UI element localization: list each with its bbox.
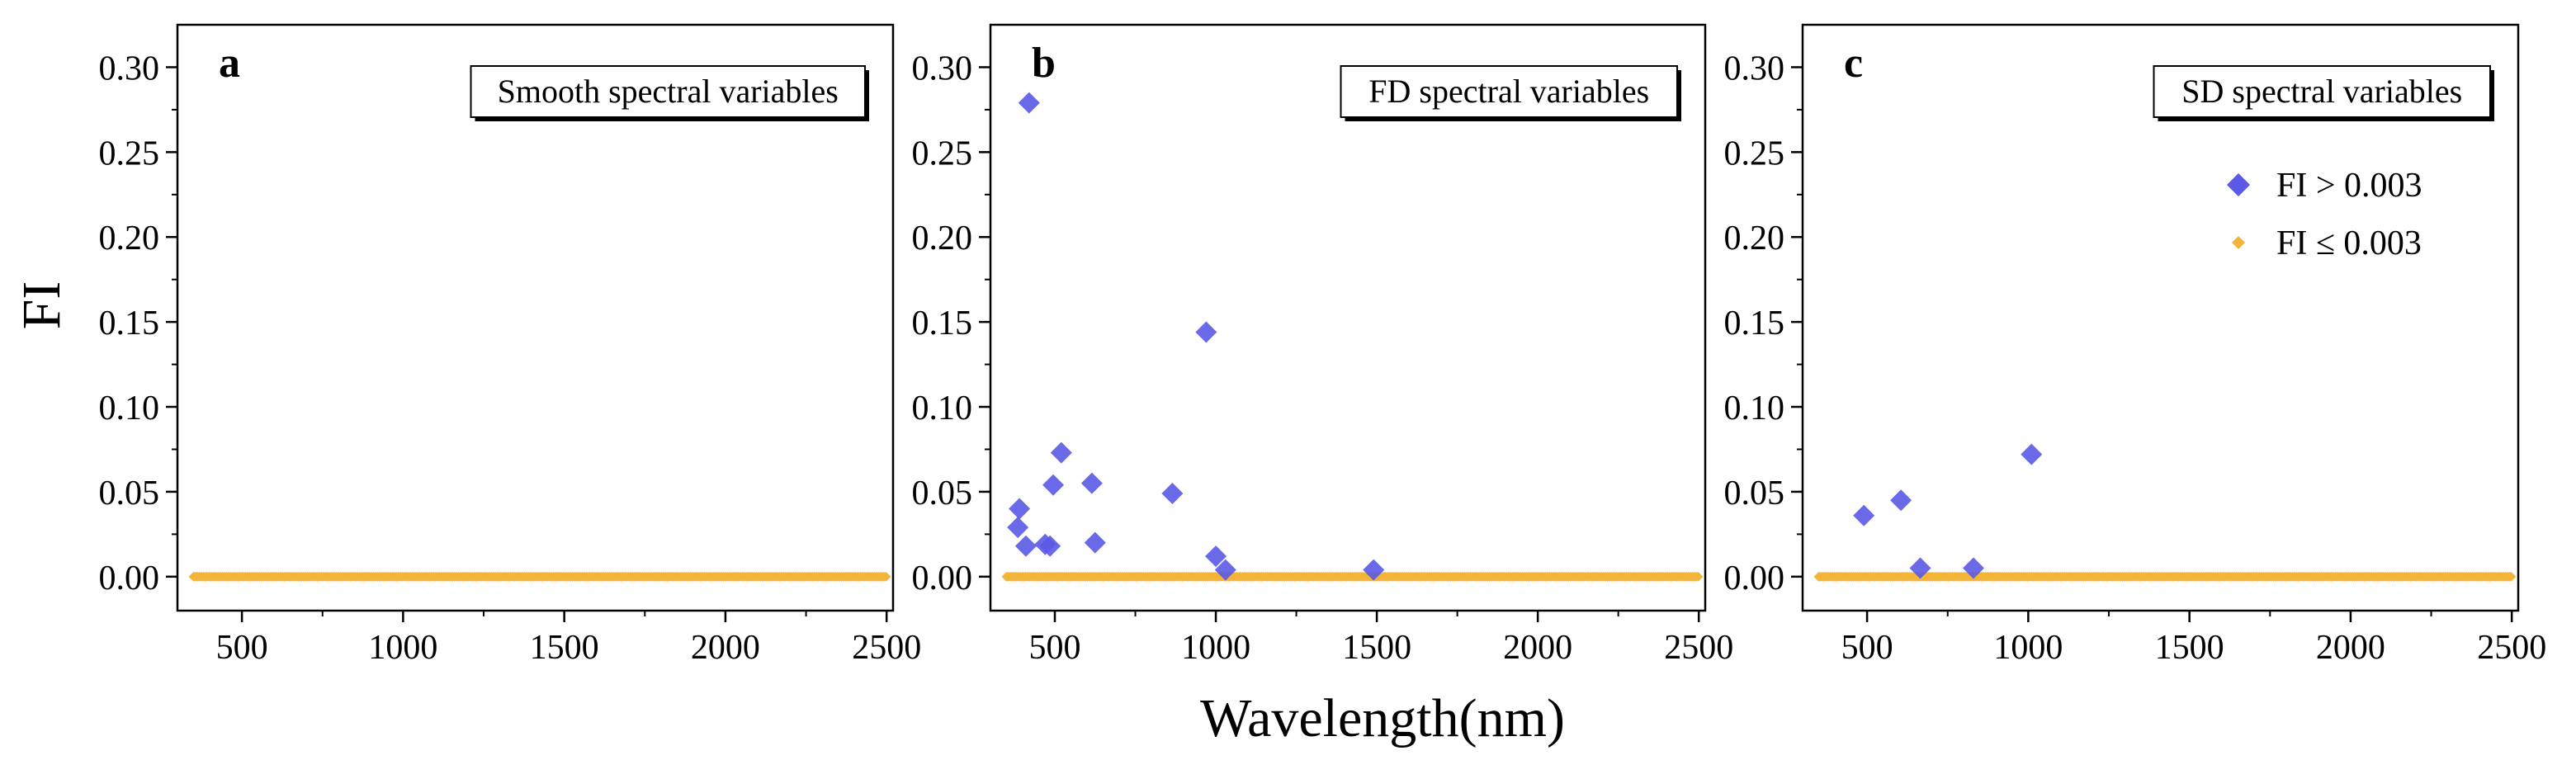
- y-tick-label: 0.10: [99, 389, 160, 427]
- panel-c: 0.00 0.05 0.10 0.15 0.20 0.25 0.30 500 1000 1500 2…: [1724, 23, 2546, 667]
- y-tick-label: 0.15: [912, 304, 973, 342]
- y-axis-title: FI: [12, 281, 72, 330]
- legend-label: FI ≤ 0.003: [2276, 224, 2422, 262]
- y-tick-label: 0.15: [1724, 304, 1785, 342]
- plot-frame: [989, 23, 1707, 612]
- high-fi-points: [1853, 443, 2043, 579]
- high-fi-point: [1039, 535, 1061, 557]
- high-fi-point: [1909, 557, 1931, 579]
- y-tick-label: 0.30: [912, 50, 973, 87]
- high-fi-point: [1195, 321, 1217, 343]
- low-fi-points: [1813, 571, 2517, 582]
- high-fi-point: [1084, 531, 1106, 554]
- high-fi-point: [2021, 443, 2043, 465]
- panels-group: 0.00 0.05 0.10 0.15 0.20 0.25 0.30 500 1000 1500 2…: [99, 23, 2546, 667]
- x-tick-label: 500: [1841, 629, 1893, 667]
- x-axis-title: Wavelength(nm): [1200, 688, 1565, 748]
- y-tick-label: 0.05: [912, 474, 973, 512]
- high-fi-point: [1214, 559, 1236, 581]
- title-box: [1340, 65, 1678, 118]
- y-tick-label: 0.15: [99, 304, 160, 342]
- x-tick-label: 500: [216, 629, 268, 667]
- x-tick-label: 2000: [2316, 629, 2385, 667]
- panel-letter: a: [219, 40, 240, 87]
- plot-frame: [1801, 23, 2520, 612]
- x-tick-label: 1000: [1993, 629, 2063, 667]
- y-tick-label: 0.20: [99, 220, 160, 257]
- x-tick-label: 2500: [852, 629, 921, 667]
- high-fi-point: [1080, 472, 1103, 494]
- legend-marker: [2227, 173, 2250, 196]
- panel-letter: c: [1844, 40, 1863, 87]
- high-fi-point: [1205, 545, 1227, 568]
- x-tick-label: 2500: [2477, 629, 2546, 667]
- plot-frame: [176, 23, 895, 612]
- high-fi-point: [1890, 489, 1912, 512]
- x-tick-label: 1000: [368, 629, 437, 667]
- x-tick-label: 2000: [691, 629, 760, 667]
- legend: FI > 0.003 FI ≤ 0.003: [2227, 167, 2422, 262]
- y-tick-label: 0.10: [912, 389, 973, 427]
- title-box: [2153, 65, 2491, 118]
- y-tick-label: 0.20: [912, 220, 973, 257]
- x-tick-label: 1500: [530, 629, 599, 667]
- high-fi-point: [1018, 92, 1040, 114]
- y-tick-label: 0.25: [912, 135, 973, 172]
- low-fi-point: [1693, 571, 1704, 582]
- high-fi-point: [1050, 441, 1072, 464]
- high-fi-point: [1042, 474, 1065, 496]
- panel-title: Smooth spectral variables: [498, 73, 839, 110]
- legend-label: FI > 0.003: [2276, 167, 2422, 205]
- y-tick-label: 0.00: [912, 559, 973, 597]
- high-fi-points: [1007, 92, 1385, 581]
- high-fi-point: [1007, 517, 1029, 539]
- y-tick-label: 0.00: [99, 559, 160, 597]
- y-tick-label: 0.30: [1724, 50, 1785, 87]
- y-tick-label: 0.05: [99, 474, 160, 512]
- y-tick-label: 0.30: [99, 50, 160, 87]
- x-tick-label: 2500: [1664, 629, 1733, 667]
- x-tick-label: 1500: [1342, 629, 1411, 667]
- high-fi-point: [1014, 535, 1037, 557]
- high-fi-point: [1363, 559, 1385, 581]
- high-fi-point: [1009, 498, 1031, 520]
- y-tick-label: 0.25: [1724, 135, 1785, 172]
- title-box: [470, 65, 866, 118]
- y-tick-label: 0.25: [99, 135, 160, 172]
- panel-letter: b: [1032, 40, 1056, 87]
- y-tick-label: 0.10: [1724, 389, 1785, 427]
- x-tick-label: 1500: [2155, 629, 2224, 667]
- x-tick-label: 500: [1029, 629, 1081, 667]
- high-fi-point: [1161, 483, 1184, 504]
- legend-marker: [2232, 236, 2245, 249]
- high-fi-point: [1853, 504, 1875, 526]
- high-fi-point: [1962, 557, 1984, 579]
- panel-b: 0.00 0.05 0.10 0.15 0.20 0.25 0.30 500 1000 1500 2…: [912, 23, 1733, 667]
- y-tick-label: 0.00: [1724, 559, 1785, 597]
- x-tick-label: 2000: [1503, 629, 1572, 667]
- y-tick-label: 0.20: [1724, 220, 1785, 257]
- x-tick-label: 1000: [1181, 629, 1250, 667]
- low-fi-points: [1001, 571, 1704, 582]
- low-fi-points: [188, 571, 891, 582]
- panel-a: 0.00 0.05 0.10 0.15 0.20 0.25 0.30 500 1000 1500 2…: [99, 23, 921, 667]
- low-fi-point: [881, 571, 891, 582]
- panel-title: SD spectral variables: [2181, 73, 2462, 110]
- y-tick-label: 0.05: [1724, 474, 1785, 512]
- panel-title: FD spectral variables: [1368, 73, 1649, 110]
- low-fi-point: [2506, 571, 2517, 582]
